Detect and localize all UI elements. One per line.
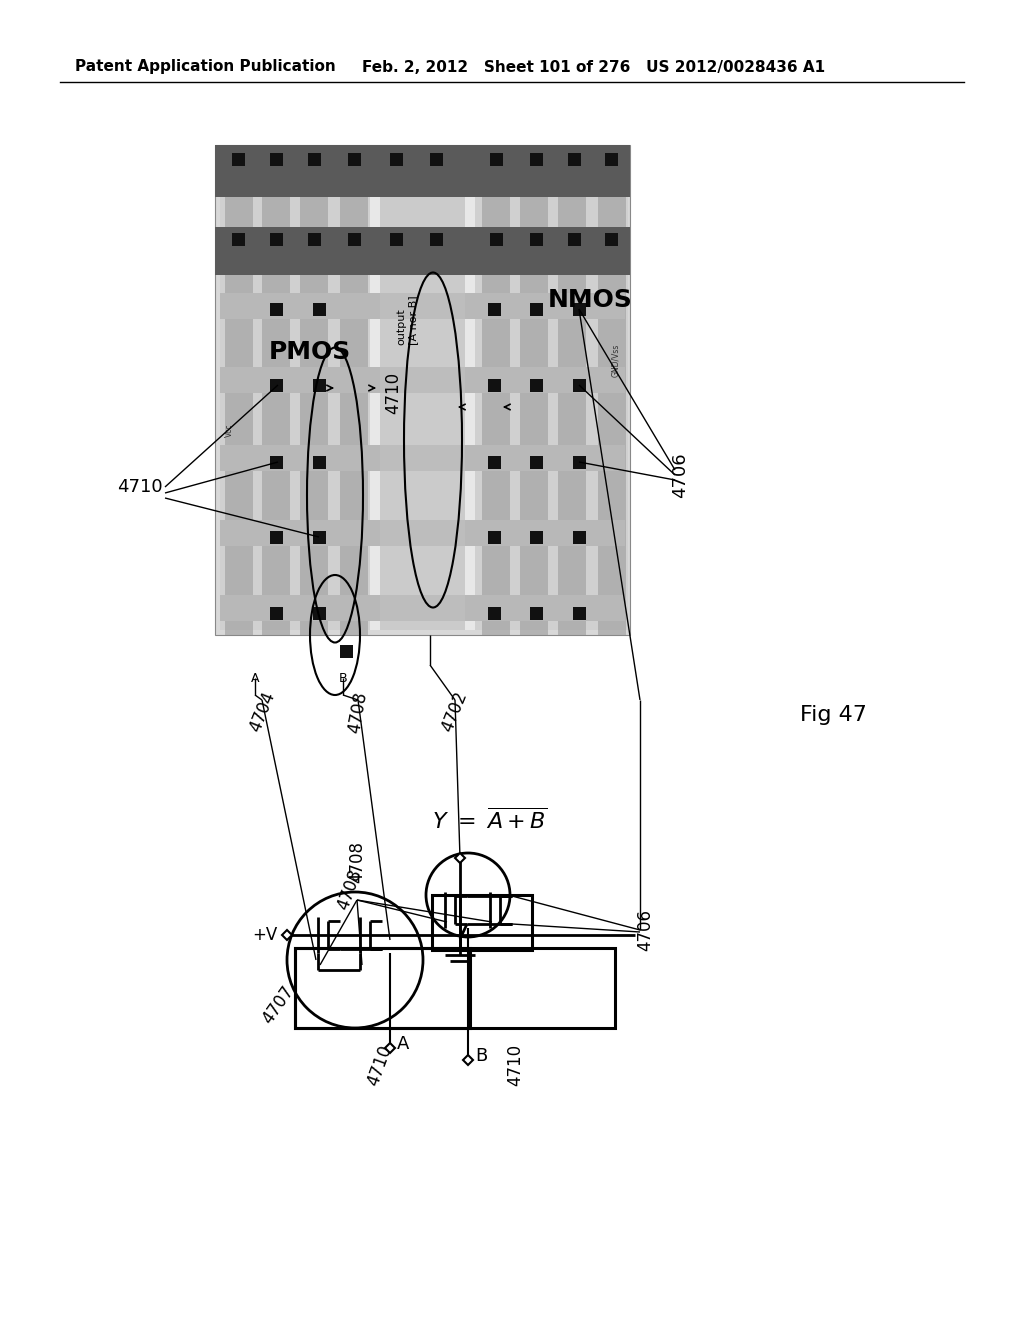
Bar — [530, 607, 543, 620]
Bar — [430, 234, 443, 246]
Bar — [270, 304, 283, 315]
Bar — [573, 531, 586, 544]
Bar — [488, 379, 501, 392]
Bar — [598, 145, 626, 635]
Bar — [390, 153, 403, 166]
Bar — [530, 379, 543, 392]
Text: 4710: 4710 — [365, 1041, 395, 1088]
Bar — [220, 595, 625, 620]
Bar — [432, 895, 532, 950]
Text: 4710: 4710 — [506, 1044, 524, 1086]
Bar — [313, 379, 326, 392]
Bar — [270, 531, 283, 544]
Bar — [605, 153, 618, 166]
Bar — [573, 379, 586, 392]
Bar — [308, 153, 321, 166]
Text: 4707: 4707 — [259, 982, 297, 1027]
Bar — [225, 145, 253, 635]
Bar — [520, 145, 548, 635]
Text: A: A — [251, 672, 259, 685]
Text: 4702: 4702 — [438, 689, 471, 735]
Bar — [488, 607, 501, 620]
Bar — [530, 455, 543, 469]
Text: 4706: 4706 — [671, 453, 689, 498]
Bar — [308, 234, 321, 246]
Bar — [530, 234, 543, 246]
Text: PMOS: PMOS — [269, 341, 351, 364]
Bar — [295, 948, 615, 1028]
Bar — [313, 304, 326, 315]
Bar — [232, 234, 245, 246]
Bar — [482, 145, 510, 635]
Bar — [605, 234, 618, 246]
Bar — [348, 153, 361, 166]
Bar — [220, 293, 625, 319]
Text: GND/Vss: GND/Vss — [611, 343, 621, 376]
Bar — [300, 145, 328, 635]
Text: Patent Application Publication: Patent Application Publication — [75, 59, 336, 74]
Bar — [573, 455, 586, 469]
Bar — [270, 234, 283, 246]
Bar — [313, 455, 326, 469]
Bar — [270, 455, 283, 469]
Bar — [215, 145, 630, 635]
Bar — [390, 234, 403, 246]
Bar — [490, 234, 503, 246]
Bar — [530, 531, 543, 544]
Text: +V: +V — [253, 927, 278, 944]
Bar — [488, 531, 501, 544]
Bar — [270, 607, 283, 620]
Bar — [313, 531, 326, 544]
Bar — [220, 520, 625, 546]
Bar — [270, 379, 283, 392]
Bar — [270, 153, 283, 166]
Bar — [530, 304, 543, 315]
Bar — [340, 645, 353, 657]
Bar — [488, 304, 501, 315]
Text: NMOS: NMOS — [548, 288, 633, 312]
Text: 4708: 4708 — [345, 690, 371, 734]
Bar — [215, 145, 630, 197]
Bar — [573, 304, 586, 315]
Bar — [490, 153, 503, 166]
Bar — [232, 153, 245, 166]
Bar — [262, 145, 290, 635]
Bar — [313, 607, 326, 620]
Text: Feb. 2, 2012   Sheet 101 of 276   US 2012/0028436 A1: Feb. 2, 2012 Sheet 101 of 276 US 2012/00… — [362, 59, 825, 74]
Bar — [568, 153, 581, 166]
Bar — [573, 607, 586, 620]
Bar — [558, 145, 586, 635]
Text: 4708: 4708 — [348, 841, 366, 883]
Bar — [473, 150, 628, 630]
Bar — [220, 150, 375, 630]
Text: A: A — [397, 1035, 410, 1053]
Bar — [295, 948, 470, 1028]
Text: $Y\ =\ \overline{A+B}$: $Y\ =\ \overline{A+B}$ — [432, 808, 548, 833]
Bar — [430, 153, 443, 166]
Bar — [220, 367, 625, 393]
Text: Fig 47: Fig 47 — [800, 705, 867, 725]
Text: [A nor B]: [A nor B] — [408, 296, 418, 345]
Text: B: B — [339, 672, 347, 685]
Bar — [340, 145, 368, 635]
Text: output: output — [396, 309, 406, 345]
Text: 4710: 4710 — [118, 478, 163, 496]
Text: 4708: 4708 — [335, 867, 366, 913]
Bar — [380, 150, 465, 630]
Text: 4706: 4706 — [636, 909, 654, 950]
Text: Vcc: Vcc — [224, 424, 233, 437]
Text: B: B — [475, 1047, 487, 1065]
Text: 4710: 4710 — [384, 372, 402, 414]
Bar — [220, 445, 625, 471]
Bar — [370, 150, 475, 630]
Bar — [215, 227, 630, 275]
Bar — [348, 234, 361, 246]
Text: 4704: 4704 — [246, 689, 279, 735]
Bar — [530, 153, 543, 166]
Bar — [488, 455, 501, 469]
Bar — [568, 234, 581, 246]
